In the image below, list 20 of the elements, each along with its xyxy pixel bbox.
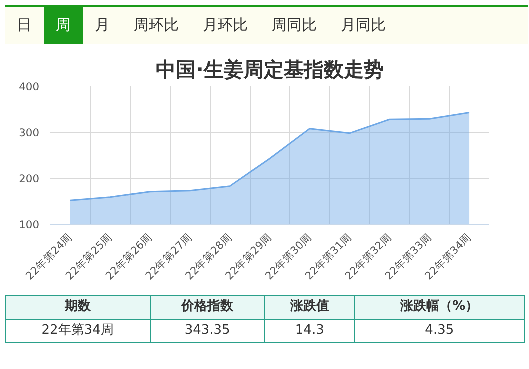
text: 涨跌值 bbox=[264, 296, 355, 320]
y-tick-label: 400 bbox=[19, 80, 40, 94]
text: 周 bbox=[44, 7, 83, 44]
y-tick-label: 200 bbox=[19, 172, 40, 186]
text: 周环比 bbox=[133, 15, 180, 36]
text: 14.3 bbox=[264, 319, 355, 343]
text: 周同比 bbox=[271, 15, 318, 36]
text: 4.35 bbox=[354, 319, 524, 343]
text: 期数 bbox=[6, 296, 150, 320]
text: 涨跌幅（%） bbox=[354, 296, 524, 320]
y-tick-label: 100 bbox=[19, 218, 40, 232]
y-tick-label: 300 bbox=[19, 126, 40, 140]
text: 月 bbox=[94, 15, 111, 36]
chart-title: 中国·生姜周定基指数走势 bbox=[156, 58, 384, 82]
text: 月同比 bbox=[340, 15, 387, 36]
text: 月环比 bbox=[202, 15, 249, 36]
text: 日 bbox=[16, 15, 33, 36]
text: 22年第34周 bbox=[6, 319, 150, 343]
text: 343.35 bbox=[150, 319, 265, 343]
text: 价格指数 bbox=[150, 296, 265, 320]
